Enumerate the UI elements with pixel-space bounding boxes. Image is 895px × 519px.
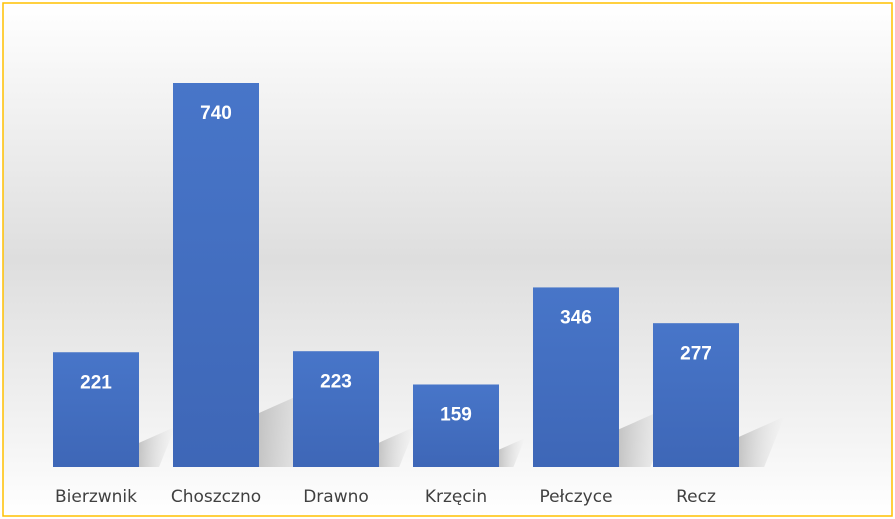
bar-shade [413, 384, 499, 467]
bar-shade [173, 83, 259, 467]
bar-shade [653, 323, 739, 467]
bar-shade [533, 287, 619, 467]
value-label: 277 [680, 343, 712, 364]
bar-shadow [379, 426, 416, 467]
bar-shadow [499, 438, 525, 467]
x-tick-label: Krzęcin [425, 487, 487, 507]
bar-shadow [139, 426, 176, 467]
bars: 221 Bierzwnik 740 Choszczno 223 Drawno 159 Krzę… [53, 83, 739, 507]
x-tick-label: Choszczno [171, 487, 261, 507]
x-tick-label: Bierzwnik [55, 487, 137, 507]
value-label: 159 [440, 405, 472, 426]
bar-shade [53, 352, 139, 467]
bar-shade [293, 351, 379, 467]
value-label: 740 [200, 103, 232, 124]
x-tick-label: Pełczyce [539, 487, 612, 507]
value-label: 221 [80, 372, 112, 393]
x-tick-label: Drawno [303, 487, 369, 507]
x-tick-label: Recz [676, 487, 716, 507]
value-label: 223 [320, 371, 352, 392]
bar-shadow [739, 416, 785, 467]
value-label: 346 [560, 307, 592, 328]
